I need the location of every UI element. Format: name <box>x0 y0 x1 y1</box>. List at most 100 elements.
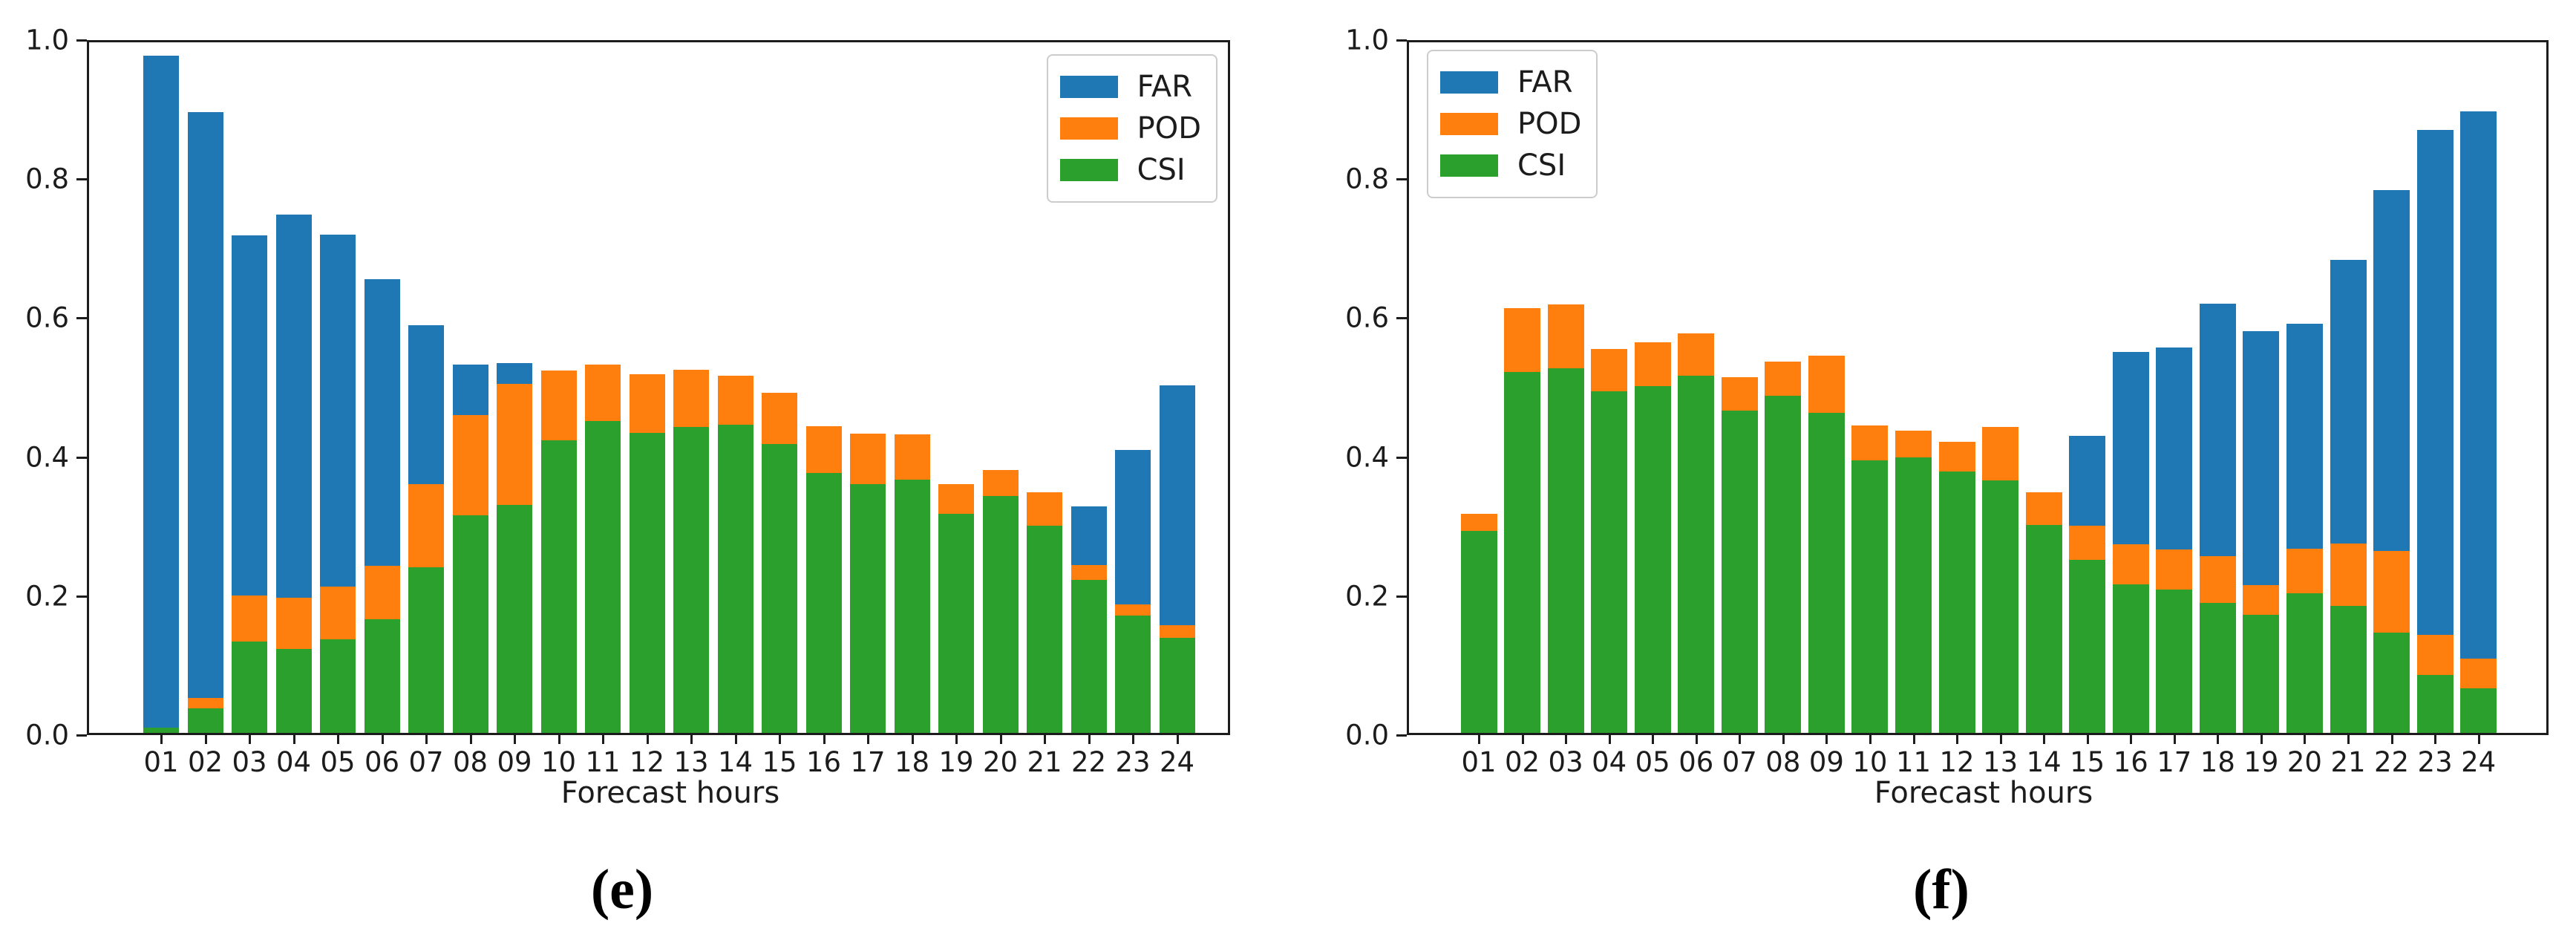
x-tick-mark <box>1956 735 1959 744</box>
x-tick-label: 08 <box>1765 746 1801 778</box>
bar-f-04 <box>1591 42 1628 733</box>
bar-e-24 <box>1159 42 1195 733</box>
y-tick-mark <box>1396 317 1407 319</box>
bar-e-13 <box>673 42 709 733</box>
bar-f-20 <box>2286 42 2323 733</box>
x-tick-mark <box>558 735 560 744</box>
csi-segment <box>1591 391 1628 733</box>
x-tick-mark <box>1695 735 1698 744</box>
bar-e-19 <box>938 42 974 733</box>
csi-segment <box>938 514 974 733</box>
x-tick-mark <box>2477 735 2480 744</box>
bar-f-14 <box>2025 42 2062 733</box>
csi-segment <box>2330 606 2367 733</box>
x-tick-mark <box>2130 735 2133 744</box>
x-tick-label: 14 <box>2026 746 2062 778</box>
x-tick-mark <box>2390 735 2393 744</box>
y-tick-mark <box>76 457 87 459</box>
x-tick-mark <box>1999 735 2002 744</box>
bar-f-08 <box>1765 42 1802 733</box>
csi-segment <box>2460 688 2497 733</box>
x-tick-label: 24 <box>2461 746 2497 778</box>
x-tick-mark <box>1044 735 1046 744</box>
x-tick-mark <box>2304 735 2307 744</box>
x-tick-mark <box>337 735 339 744</box>
bar-f-02 <box>1504 42 1541 733</box>
x-tick-mark <box>646 735 649 744</box>
chart-e-caption: (e) <box>590 858 654 921</box>
x-tick-mark <box>1565 735 1568 744</box>
bar-e-21 <box>1027 42 1062 733</box>
x-tick-mark <box>867 735 869 744</box>
x-tick-label: 17 <box>2157 746 2192 778</box>
y-tick-mark <box>76 178 87 180</box>
y-tick-mark <box>76 596 87 598</box>
x-tick-label: 04 <box>275 746 312 778</box>
x-tick-mark <box>514 735 516 744</box>
bar-e-03 <box>232 42 267 733</box>
csi-segment <box>275 649 312 733</box>
bar-e-15 <box>762 42 797 733</box>
x-tick-mark <box>1176 735 1179 744</box>
bar-f-06 <box>1678 42 1715 733</box>
bar-f-22 <box>2373 42 2410 733</box>
bar-f-13 <box>1982 42 2019 733</box>
legend-row-pod: POD <box>1059 108 1201 149</box>
chart-f-plot-area: FAR POD CSI <box>1407 40 2549 735</box>
bar-f-09 <box>1808 42 1845 733</box>
y-tick-mark <box>1396 734 1407 737</box>
x-tick-mark <box>1088 735 1091 744</box>
y-tick-mark <box>76 317 87 319</box>
csi-segment <box>673 427 709 733</box>
bar-f-07 <box>1721 42 1758 733</box>
bar-f-16 <box>2112 42 2149 733</box>
x-tick-label: 09 <box>497 746 532 778</box>
bar-f-17 <box>2156 42 2193 733</box>
x-tick-mark <box>425 735 428 744</box>
x-tick-mark <box>1478 735 1480 744</box>
csi-segment <box>2286 593 2323 733</box>
csi-segment <box>2112 584 2149 733</box>
bar-f-21 <box>2330 42 2367 733</box>
csi-segment <box>1721 411 1758 733</box>
bar-f-03 <box>1547 42 1584 733</box>
x-tick-label: 18 <box>2200 746 2235 778</box>
x-tick-label: 21 <box>1027 746 1062 778</box>
x-tick-label: 22 <box>2374 746 2410 778</box>
bar-f-23 <box>2416 42 2454 733</box>
y-tick-label: 0.0 <box>25 719 69 751</box>
y-tick-label: 0.4 <box>25 441 69 474</box>
x-tick-label: 23 <box>2417 746 2453 778</box>
x-tick-label: 19 <box>2243 746 2279 778</box>
x-tick-label: 03 <box>1548 746 1583 778</box>
legend-label-far: FAR <box>1137 70 1193 104</box>
bar-f-12 <box>1938 42 1975 733</box>
csi-segment <box>1634 386 1671 733</box>
x-tick-label: 06 <box>1678 746 1714 778</box>
chart-e-plot-area: FAR POD CSI <box>87 40 1230 735</box>
x-tick-label: 05 <box>320 746 356 778</box>
csi-segment <box>1460 531 1497 733</box>
csi-segment <box>629 433 665 733</box>
x-tick-label: 17 <box>850 746 886 778</box>
csi-segment <box>1547 368 1584 733</box>
legend-row-far: FAR <box>1059 66 1201 108</box>
x-tick-label: 15 <box>2070 746 2105 778</box>
y-tick-label: 0.2 <box>25 580 69 613</box>
x-tick-mark <box>734 735 737 744</box>
csi-segment <box>540 440 577 733</box>
legend-row-far: FAR <box>1440 62 1581 103</box>
bar-e-23 <box>1115 42 1151 733</box>
x-tick-mark <box>249 735 251 744</box>
bar-f-24 <box>2460 42 2497 733</box>
x-tick-label: 19 <box>938 746 974 778</box>
legend-label-csi: CSI <box>1137 153 1186 187</box>
bar-e-17 <box>850 42 886 733</box>
x-tick-mark <box>1521 735 1524 744</box>
y-tick-label: 0.6 <box>1345 301 1389 334</box>
chart-e-legend: FAR POD CSI <box>1046 54 1217 203</box>
csi-segment <box>1808 413 1845 733</box>
x-tick-label: 22 <box>1070 746 1107 778</box>
y-tick-label: 1.0 <box>1345 24 1389 56</box>
csi-segment <box>850 484 886 733</box>
